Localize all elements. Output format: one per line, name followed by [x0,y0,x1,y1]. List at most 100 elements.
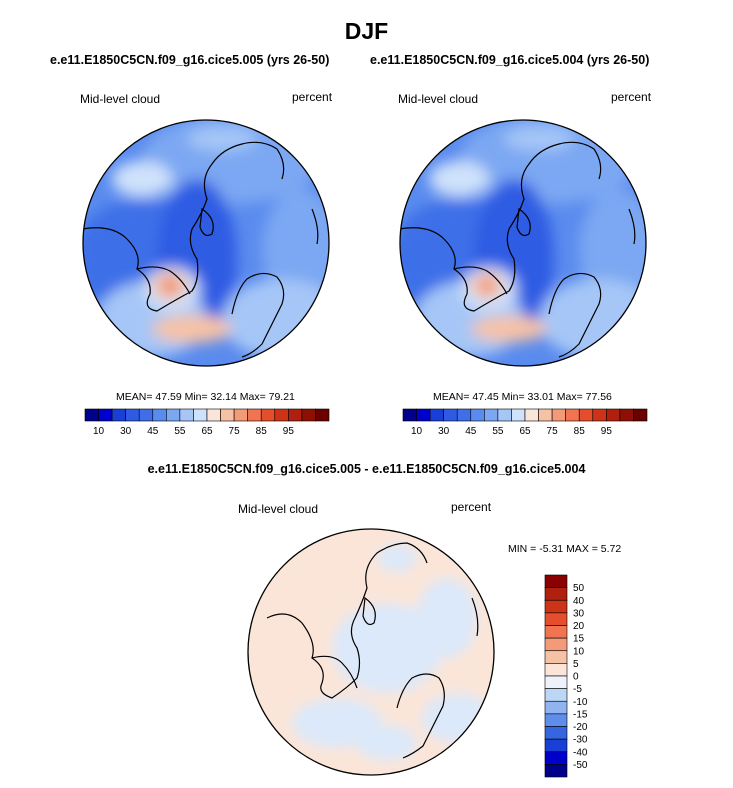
colorbar-box [288,408,303,422]
colorbar-tick-label: 10 [93,426,105,437]
colorbar-box [511,408,526,422]
colorbar-box [544,675,568,689]
colorbar-box [443,408,458,422]
colorbar-box [544,700,568,715]
case-title-left: e.e11.E1850C5CN.f09_g16.cice5.005 (yrs 2… [50,53,330,67]
colorbar-box [544,599,568,614]
panel2-variable-label: Mid-level cloud [398,92,479,106]
colorbar-tick-label: 75 [547,426,559,437]
colorbar-box [84,408,99,422]
colorbar-box [429,408,444,422]
colorbar-box [274,408,289,422]
colorbar-box [544,713,568,727]
colorbar-box [301,408,316,422]
colorbar-box [111,408,126,422]
colorbar-tick-label: 0 [573,672,579,683]
colorbar-box [484,408,499,422]
colorbar-tick-label: 75 [229,426,241,437]
colorbar-box [565,408,580,422]
colorbar-tick-label: 85 [256,426,268,437]
colorbar-tick-label: 65 [519,426,531,437]
colorbar-box [544,751,568,765]
colorbar-box [220,408,235,422]
colorbar-tick-label: -50 [573,760,588,771]
colorbar-tick-label: -20 [573,722,588,733]
colorbar-box [544,688,568,702]
colorbar-box [544,574,568,588]
colorbar-tick-label: 45 [465,426,477,437]
colorbar-tick-label: 95 [601,426,613,437]
colorbar-box [544,663,568,677]
colorbar-box [538,408,553,422]
colorbar-box [402,408,417,422]
colorbar-box [193,408,208,422]
colorbar-tick-label: 5 [573,659,579,670]
colorbar-tick-label: 30 [120,426,132,437]
panel1-variable-label: Mid-level cloud [80,92,161,106]
colorbar-box [125,408,140,422]
colorbar-box [544,637,568,652]
colorbar-box [206,408,221,422]
colorbar-box [260,408,276,422]
colorbar-box [592,408,607,422]
colorbar-tick-label: 15 [573,634,585,645]
panel3-variable-label: Mid-level cloud [238,502,319,516]
panel3-units-label: percent [451,500,492,514]
colorbar-box [233,408,248,422]
colorbar-box [98,408,113,422]
colorbar-tick-label: -30 [573,735,588,746]
panel1-stats: MEAN= 47.59 Min= 32.14 Max= 79.21 [116,391,295,403]
colorbar-tick-label: 40 [573,596,585,607]
colorbar-tick-label: 55 [174,426,186,437]
colorbar-box [544,764,568,778]
colorbar-box [551,408,566,422]
colorbar-box [315,408,330,422]
colorbar-tick-label: 85 [574,426,586,437]
colorbar-box [524,408,539,422]
map-panel-case-004 [399,119,647,367]
colorbar-box [152,408,167,422]
colorbar-tick-label: -40 [573,747,588,758]
colorbar-tick-label: 55 [492,426,504,437]
colorbar-box [544,726,568,740]
colorbar-tick-label: -5 [573,684,582,695]
colorbar-box [456,408,472,422]
colorbar-panel2: 10 30 45 55 65 75 85 95 [402,408,648,437]
colorbar-box [544,650,568,664]
colorbar-box [247,408,262,422]
panel1-units-label: percent [292,90,333,104]
colorbar-box [544,612,568,626]
map-panel-case-005 [82,119,330,367]
map-panel-difference [247,528,495,776]
colorbar-box [544,738,568,753]
colorbar-box [470,408,485,422]
colorbar-panel1: 10 30 45 55 65 75 85 95 [84,408,330,437]
colorbar-tick-label: 50 [573,583,585,594]
colorbar-tick-label: 95 [283,426,295,437]
colorbar-box [166,408,181,422]
colorbar-tick-label: -15 [573,709,588,720]
colorbar-box [179,408,194,422]
colorbar-tick-label: 10 [573,646,585,657]
colorbar-box [619,408,634,422]
panel2-stats: MEAN= 47.45 Min= 33.01 Max= 77.56 [433,391,612,403]
colorbar-box [578,408,594,422]
panel3-stats: MIN = -5.31 MAX = 5.72 [508,543,622,555]
colorbar-box [416,408,431,422]
colorbar-box [633,408,648,422]
colorbar-box [606,408,621,422]
colorbar-tick-label: 30 [438,426,450,437]
case-title-right: e.e11.E1850C5CN.f09_g16.cice5.004 (yrs 2… [370,53,650,67]
difference-title: e.e11.E1850C5CN.f09_g16.cice5.005 - e.e1… [147,462,586,476]
colorbar-tick-label: 10 [411,426,423,437]
colorbar-box [544,587,568,601]
colorbar-box [497,408,512,422]
colorbar-tick-label: 65 [201,426,213,437]
colorbar-box [544,625,568,639]
colorbar-box [138,408,154,422]
colorbar-tick-label: 20 [573,621,585,632]
page-title: DJF [344,18,389,44]
colorbar-tick-label: 30 [573,608,585,619]
colorbar-tick-label: 45 [147,426,159,437]
